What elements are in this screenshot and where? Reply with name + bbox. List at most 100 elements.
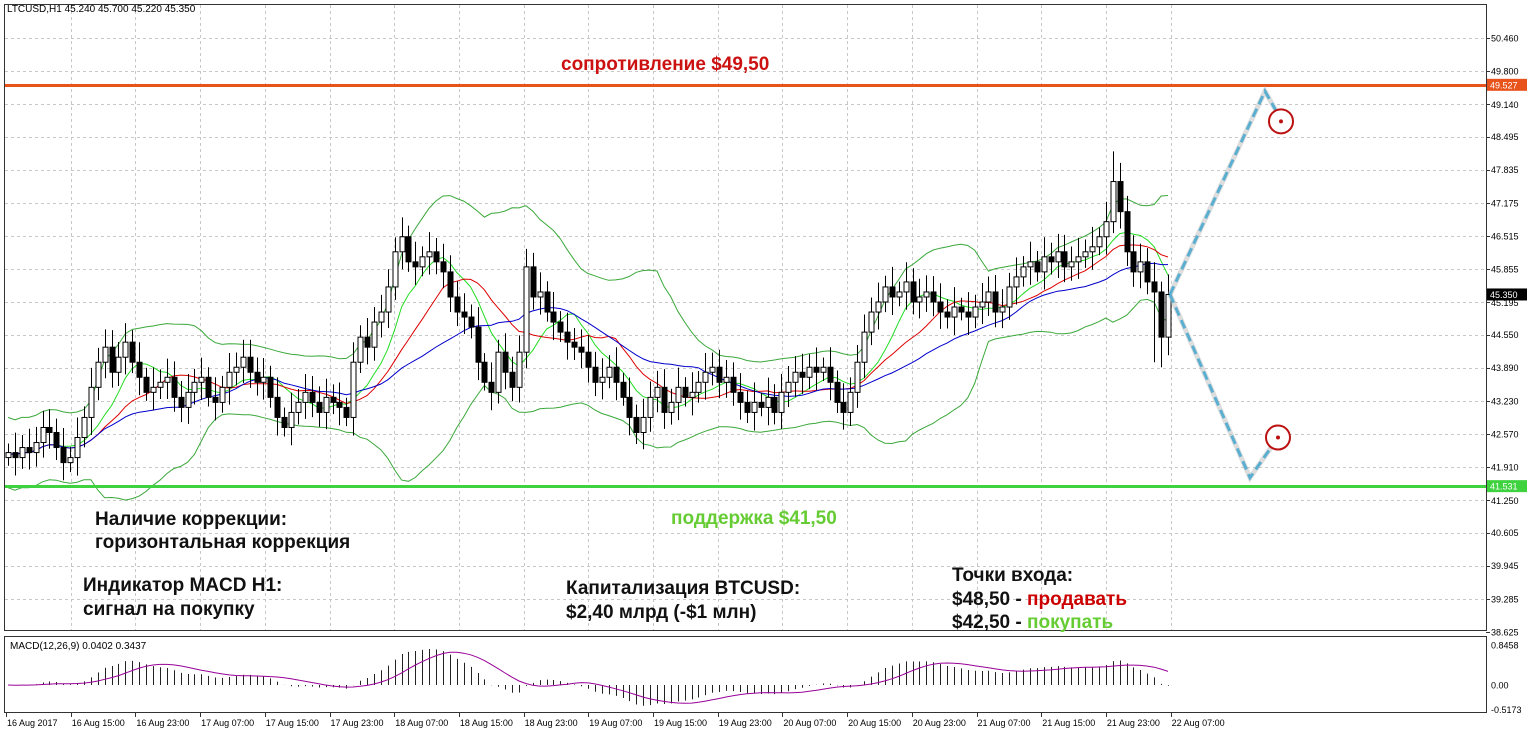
candle-body <box>564 331 571 343</box>
x-tick-label: 18 Aug 23:00 <box>525 718 578 728</box>
candle-body <box>985 291 992 303</box>
resistance-tag <box>1487 78 1527 91</box>
y-tick-label: 45.855 <box>1491 265 1519 275</box>
correction-title: Наличие коррекции: <box>95 509 288 530</box>
candle-body <box>640 416 647 433</box>
candle-body <box>827 366 834 383</box>
candle-body <box>972 306 979 318</box>
candle-body <box>74 437 81 459</box>
candle-body <box>115 356 122 373</box>
candle-body <box>903 281 910 293</box>
candle-body <box>171 376 178 398</box>
candle-body <box>882 286 889 303</box>
candle-body <box>723 376 730 383</box>
y-tick-label: 48.495 <box>1491 132 1519 142</box>
entry-buy: $42,50 - покупать <box>952 611 1113 635</box>
macd-signal-value: сигнал на покупку <box>83 599 255 620</box>
candle-body <box>46 426 53 433</box>
candle-body <box>530 266 537 298</box>
bollinger-lower <box>7 298 1169 501</box>
candle-body <box>109 346 116 373</box>
candle-body <box>433 251 440 263</box>
candle-body <box>557 321 564 333</box>
candle-body <box>40 426 47 444</box>
candle-body <box>1082 251 1089 258</box>
candle-body <box>516 351 523 388</box>
candle-body <box>1013 276 1020 288</box>
candle-body <box>813 366 820 373</box>
candle-body <box>405 236 412 263</box>
entry-sell-price: $48,50 - <box>952 589 1027 610</box>
x-tick-label: 21 Aug 15:00 <box>1042 718 1095 728</box>
x-tick-label: 19 Aug 07:00 <box>589 718 642 728</box>
candle-body <box>778 391 785 413</box>
candle-body <box>523 266 530 353</box>
candles <box>5 151 1172 481</box>
entry-buy-word: покупать <box>1027 612 1114 633</box>
resistance-label: сопротивление $49,50 <box>561 54 770 75</box>
time-axis: 16 Aug 2017 16 Aug 15:00 16 Aug 23:00 17 Au… <box>6 713 1225 728</box>
candle-body <box>260 376 267 383</box>
capitalization-title: Капитализация BTCUSD: <box>566 578 801 599</box>
candle-body <box>1020 266 1027 278</box>
candle-body <box>95 361 102 388</box>
candle-body <box>771 396 778 413</box>
candle-body <box>592 366 599 383</box>
candle-body <box>475 326 482 363</box>
candle-body <box>550 311 557 323</box>
x-tick-label: 21 Aug 23:00 <box>1107 718 1160 728</box>
candle-body <box>447 271 454 298</box>
candle-body <box>1151 281 1158 293</box>
candle-body <box>53 431 60 449</box>
candle-body <box>157 381 164 388</box>
candle-body <box>468 316 475 328</box>
candle-body <box>571 341 578 348</box>
current-price-tag-label: 45.350 <box>1490 290 1518 300</box>
candle-body <box>1048 256 1055 263</box>
candle-body <box>399 236 406 253</box>
candle-body <box>81 416 88 439</box>
candle-body <box>288 411 295 428</box>
candle-body <box>682 386 689 398</box>
candle-body <box>371 321 378 348</box>
macd-signal-line <box>7 651 1169 704</box>
candle-body <box>191 381 198 393</box>
candle-body <box>150 386 157 393</box>
candle-body <box>1165 293 1172 338</box>
macd-tick-label: -0.5173 <box>1491 705 1522 715</box>
forecast-path <box>1167 85 1294 483</box>
macd-label: MACD(12,26,9) 0.0402 0.3437 <box>10 641 147 652</box>
candle-body <box>544 291 551 313</box>
candle-body <box>267 376 274 398</box>
candle-body <box>661 386 668 413</box>
y-tick-label: 47.175 <box>1491 198 1519 208</box>
candle-body <box>785 381 792 393</box>
candle-body <box>1158 291 1165 338</box>
x-tick-label: 17 Aug 15:00 <box>266 718 319 728</box>
current-price-tag <box>1487 288 1527 301</box>
candle-body <box>951 306 958 318</box>
price-axis: 50.460 49.800 49.140 48.495 47.835 47.175 46.5… <box>1486 34 1527 638</box>
candle-body <box>744 401 751 413</box>
candle-body <box>426 251 433 258</box>
candle-body <box>233 366 240 373</box>
candle-body <box>675 386 682 403</box>
sell-entry-dot <box>1279 119 1283 124</box>
candle-body <box>799 371 806 378</box>
candle-body <box>806 366 813 378</box>
candle-body <box>709 366 716 373</box>
candle-body <box>537 291 544 298</box>
candle-body <box>302 391 309 403</box>
macd-indicator: 0.8458 0.00 -0.5173 <box>7 641 1522 715</box>
x-tick-label: 20 Aug 07:00 <box>783 718 836 728</box>
candle-body <box>613 366 620 383</box>
y-tick-label: 38.625 <box>1491 628 1519 638</box>
candle-body <box>695 381 702 393</box>
candle-body <box>944 311 951 318</box>
x-tick-label: 16 Aug 15:00 <box>72 718 125 728</box>
candle-body <box>226 371 233 388</box>
candle-body <box>129 341 136 363</box>
x-tick-label: 17 Aug 07:00 <box>201 718 254 728</box>
candle-body <box>164 376 171 383</box>
y-tick-label: 42.570 <box>1491 430 1519 440</box>
